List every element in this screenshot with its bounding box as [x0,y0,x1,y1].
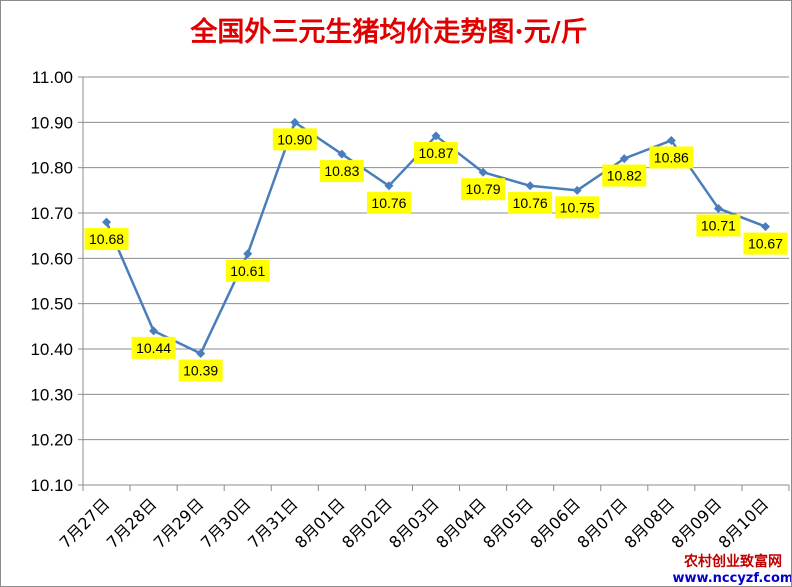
watermark-url: www.nccyzf.com [673,571,791,586]
y-tick-label: 10.10 [30,476,73,495]
y-tick-label: 10.80 [30,159,73,178]
data-label-box [461,178,506,201]
x-tick-label: 7月31日 [244,494,302,552]
y-tick-label: 10.70 [30,204,73,223]
data-label: 10.76 [513,195,548,211]
data-label-box [414,141,458,164]
x-tick-label: 7月27日 [56,494,114,552]
data-label-box [225,259,270,282]
data-point-marker [149,326,159,336]
data-label-box [366,191,411,214]
data-point-marker [666,135,676,145]
data-label: 10.76 [371,195,406,211]
x-tick-label: 7月30日 [197,494,255,552]
data-point-marker [337,149,347,159]
data-label-box [178,359,223,382]
data-label: 10.90 [277,131,312,147]
data-label-box [649,146,694,169]
data-label: 10.86 [654,149,689,165]
y-tick-label: 10.40 [30,340,73,359]
data-point-marker [431,131,441,141]
x-tick-label: 8月05日 [479,494,537,552]
y-tick-label: 10.30 [30,385,73,404]
data-label-box [84,228,129,251]
x-tick-label: 7月29日 [150,494,208,552]
data-label: 10.68 [89,231,124,247]
data-point-marker [619,154,629,164]
data-label-box [272,128,317,151]
data-label: 10.87 [418,145,453,161]
data-label: 10.39 [183,363,218,379]
axes [78,76,790,491]
y-tick-label: 10.60 [30,249,73,268]
y-tick-label: 10.50 [30,295,73,314]
watermark-site-name: 农村创业致富网 [683,553,782,570]
data-label: 10.83 [324,163,359,179]
data-label: 10.79 [466,181,501,197]
data-point-marker [384,181,394,191]
data-point-marker [572,185,582,195]
data-label-box [508,191,553,214]
data-label: 10.61 [230,263,265,279]
data-point-marker [102,217,112,227]
data-label: 10.44 [136,340,171,356]
data-label: 10.67 [748,236,783,252]
data-label-box [555,196,600,219]
x-tick-label: 8月02日 [338,494,396,552]
y-axis-tick-labels: 10.10 10.20 10.30 10.40 10.50 10.60 10.70 10.80… [30,68,73,495]
x-axis-tick-labels: 7月27日7月28日7月29日7月30日7月31日8月01日8月02日8月03日… [56,494,773,552]
data-point-marker [760,222,770,232]
data-point-marker [196,349,206,359]
data-point-marker [290,117,300,127]
x-tick-label: 8月08日 [620,494,678,552]
y-tick-label: 11.00 [32,68,73,87]
x-tick-label: 8月07日 [573,494,631,552]
data-label: 10.82 [607,168,642,184]
y-tick-label: 10.20 [30,431,73,450]
x-tick-label: 8月10日 [715,494,773,552]
data-label-box [743,232,788,255]
grid-lines [83,76,789,441]
x-tick-label: 8月06日 [526,494,584,552]
data-label-box [696,214,741,237]
data-label-box [319,160,364,183]
x-tick-label: 8月03日 [385,494,443,552]
x-tick-label: 8月09日 [668,494,726,552]
data-point-marker [525,181,535,191]
data-label-box [131,336,176,359]
y-tick-label: 10.90 [30,113,73,132]
data-point-marker [478,167,488,177]
data-point-marker [713,203,723,213]
data-point-marker [243,249,253,259]
x-tick-label: 8月01日 [291,494,349,552]
chart-title: 全国外三元生猪均价走势图·元/斤 [189,16,587,48]
data-label: 10.75 [560,199,595,215]
x-tick-label: 8月04日 [432,494,490,552]
data-labels: 10.68 10.44 10.39 10.61 10.90 10.83 10.76 10.87… [84,128,788,382]
data-label-box [602,164,647,187]
watermark: 农村创业致富网 www.nccyzf.com [673,553,791,586]
data-label: 10.71 [701,217,736,233]
x-tick-label: 7月28日 [103,494,161,552]
